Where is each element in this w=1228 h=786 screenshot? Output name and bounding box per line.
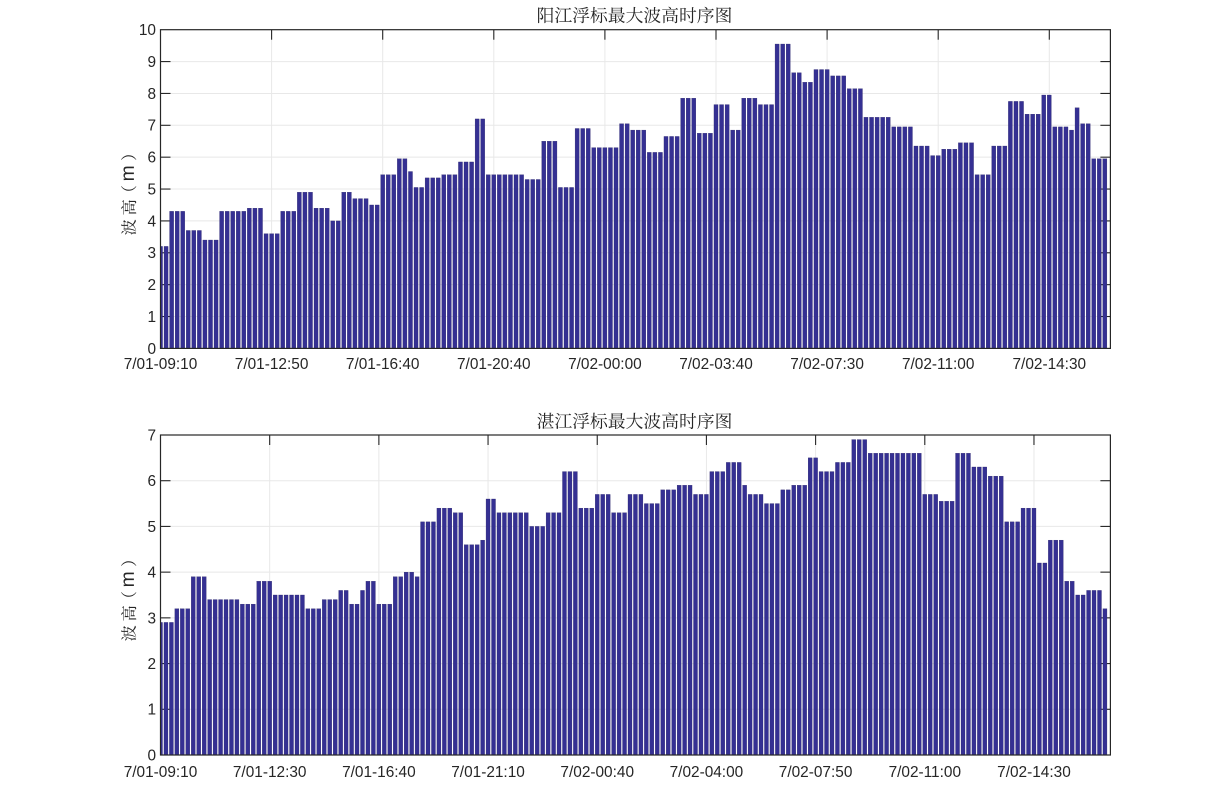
- svg-text:6: 6: [147, 150, 156, 167]
- svg-text:7/02-14:30: 7/02-14:30: [1012, 356, 1086, 373]
- svg-text:7/01-09:10: 7/01-09:10: [124, 356, 198, 373]
- svg-text:1: 1: [147, 702, 156, 719]
- svg-text:5: 5: [147, 181, 156, 198]
- svg-text:6: 6: [147, 473, 156, 490]
- svg-text:7: 7: [147, 427, 156, 444]
- svg-text:7/02-11:00: 7/02-11:00: [889, 764, 961, 781]
- svg-text:3: 3: [147, 610, 156, 627]
- svg-text:0: 0: [147, 341, 156, 358]
- svg-text:7/01-09:10: 7/01-09:10: [124, 764, 198, 781]
- svg-text:9: 9: [147, 54, 156, 71]
- svg-text:3: 3: [147, 245, 156, 262]
- svg-text:7/02-04:00: 7/02-04:00: [670, 764, 744, 781]
- svg-text:7/01-12:30: 7/01-12:30: [233, 764, 307, 781]
- svg-text:5: 5: [147, 519, 156, 536]
- svg-text:7/02-00:40: 7/02-00:40: [560, 764, 634, 781]
- svg-text:7/01-12:50: 7/01-12:50: [235, 356, 309, 373]
- svg-text:4: 4: [147, 213, 156, 230]
- svg-text:10: 10: [139, 22, 156, 39]
- svg-text:7/02-03:40: 7/02-03:40: [679, 356, 753, 373]
- svg-text:7/01-20:40: 7/01-20:40: [457, 356, 531, 373]
- svg-text:7/01-16:40: 7/01-16:40: [342, 764, 416, 781]
- svg-text:7/02-14:30: 7/02-14:30: [997, 764, 1071, 781]
- svg-text:7: 7: [147, 118, 156, 135]
- svg-text:0: 0: [147, 747, 156, 764]
- svg-text:7/02-07:30: 7/02-07:30: [790, 356, 864, 373]
- svg-text:7/02-11:00: 7/02-11:00: [902, 356, 974, 373]
- svg-text:2: 2: [147, 277, 156, 294]
- svg-text:4: 4: [147, 565, 156, 582]
- svg-text:1: 1: [147, 309, 156, 326]
- svg-text:2: 2: [147, 656, 156, 673]
- svg-text:8: 8: [147, 86, 156, 103]
- svg-text:7/01-16:40: 7/01-16:40: [346, 356, 420, 373]
- svg-text:7/01-21:10: 7/01-21:10: [451, 764, 525, 781]
- svg-text:7/02-00:00: 7/02-00:00: [568, 356, 642, 373]
- svg-text:7/02-07:50: 7/02-07:50: [779, 764, 853, 781]
